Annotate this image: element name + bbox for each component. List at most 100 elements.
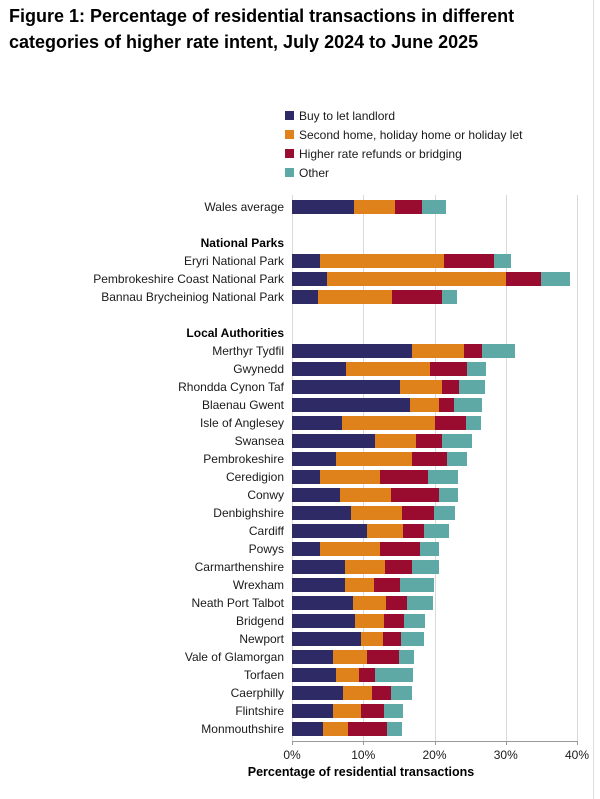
bar-segment-buy-to-let-landlord <box>292 470 320 484</box>
bar-cell <box>292 720 579 738</box>
tick-mark <box>505 741 507 745</box>
bar-segment-buy-to-let-landlord <box>292 254 320 268</box>
bar-segment-higher-rate-refunds-or-bridging <box>347 722 388 736</box>
bar-segment-buy-to-let-landlord <box>292 380 401 394</box>
bar-segment-buy-to-let-landlord <box>292 686 343 700</box>
chart-row-monmouthshire: Monmouthshire <box>0 720 600 738</box>
bar-segment-second-home-holiday-home-or-holiday-let <box>319 254 445 268</box>
category-label: Isle of Anglesey <box>199 416 284 430</box>
bar-segment-higher-rate-refunds-or-bridging <box>383 614 404 628</box>
bar-segment-second-home-holiday-home-or-holiday-let <box>366 524 404 538</box>
stacked-bar-conwy <box>292 488 458 502</box>
bar-segment-higher-rate-refunds-or-bridging <box>392 290 443 304</box>
chart-row-caerphilly: Caerphilly <box>0 684 600 702</box>
legend-swatch-icon <box>285 130 294 139</box>
bar-segment-second-home-holiday-home-or-holiday-let <box>361 632 384 646</box>
bar-segment-higher-rate-refunds-or-bridging <box>402 506 434 520</box>
bar-segment-buy-to-let-landlord <box>292 272 327 286</box>
bar-segment-buy-to-let-landlord <box>292 614 356 628</box>
stacked-bar-neath-port-talbot <box>292 596 434 610</box>
bar-cell <box>292 468 579 486</box>
chart-area: Wales average National Parks Eryri Nationa… <box>0 195 600 795</box>
chart-row-carmarthenshire: Carmarthenshire <box>0 558 600 576</box>
legend-item-other: Other <box>285 163 522 182</box>
bar-cell <box>292 288 579 306</box>
tick-mark <box>363 741 365 745</box>
bar-segment-second-home-holiday-home-or-holiday-let <box>326 272 506 286</box>
stacked-bar-eryri-national-park <box>292 254 512 268</box>
bar-segment-buy-to-let-landlord <box>292 704 333 718</box>
bar-segment-buy-to-let-landlord <box>292 434 376 448</box>
bar-segment-buy-to-let-landlord <box>292 416 342 430</box>
stacked-bar-isle-of-anglesey <box>292 416 481 430</box>
chart-row-conwy: Conwy <box>0 486 600 504</box>
bar-segment-second-home-holiday-home-or-holiday-let <box>341 416 435 430</box>
bar-segment-second-home-holiday-home-or-holiday-let <box>319 470 380 484</box>
bar-segment-higher-rate-refunds-or-bridging <box>379 542 421 556</box>
bar-segment-second-home-holiday-home-or-holiday-let <box>332 704 362 718</box>
bar-segment-higher-rate-refunds-or-bridging <box>395 200 422 214</box>
bar-segment-higher-rate-refunds-or-bridging <box>391 488 440 502</box>
legend-label: Second home, holiday home or holiday let <box>299 127 523 142</box>
bar-segment-buy-to-let-landlord <box>292 668 337 682</box>
bar-cell <box>292 504 579 522</box>
category-label: Ceredigion <box>225 470 284 484</box>
chart-row-flintshire: Flintshire <box>0 702 600 720</box>
bar-cell <box>292 630 579 648</box>
chart-row-merthyr-tydfil: Merthyr Tydfil <box>0 342 600 360</box>
stacked-bar-carmarthenshire <box>292 560 439 574</box>
bar-segment-other <box>400 632 424 646</box>
legend-swatch-icon <box>285 149 294 158</box>
bar-segment-second-home-holiday-home-or-holiday-let <box>332 650 367 664</box>
legend-item-buy-to-let-landlord: Buy to let landlord <box>285 106 522 125</box>
bar-segment-other <box>375 668 414 682</box>
bar-cell <box>292 576 579 594</box>
bar-segment-higher-rate-refunds-or-bridging <box>415 434 443 448</box>
section-row-national-parks: National Parks <box>0 234 600 252</box>
bar-segment-second-home-holiday-home-or-holiday-let <box>412 344 464 358</box>
chart-row-vale-of-glamorgan: Vale of Glamorgan <box>0 648 600 666</box>
bar-segment-higher-rate-refunds-or-bridging <box>361 704 384 718</box>
bar-segment-second-home-holiday-home-or-holiday-let <box>353 596 387 610</box>
bar-segment-higher-rate-refunds-or-bridging <box>373 578 401 592</box>
bar-segment-other <box>412 560 439 574</box>
bar-segment-buy-to-let-landlord <box>292 542 320 556</box>
bar-segment-second-home-holiday-home-or-holiday-let <box>344 560 385 574</box>
stacked-bar-merthyr-tydfil <box>292 344 515 358</box>
bar-segment-buy-to-let-landlord <box>292 362 347 376</box>
bar-cell <box>292 324 579 342</box>
bar-cell <box>292 216 579 234</box>
category-label: Powys <box>248 542 284 556</box>
bar-cell <box>292 396 579 414</box>
category-label: Blaenau Gwent <box>201 398 284 412</box>
bar-segment-higher-rate-refunds-or-bridging <box>358 668 376 682</box>
chart-row-neath-port-talbot: Neath Port Talbot <box>0 594 600 612</box>
category-label: Torfaen <box>243 668 284 682</box>
bar-segment-other <box>398 650 414 664</box>
category-label: Wrexham <box>232 578 284 592</box>
category-label: Cardiff <box>248 524 284 538</box>
bar-cell <box>292 270 579 288</box>
category-label: Bridgend <box>235 614 284 628</box>
chart-row-bannau-brycheiniog-national-park: Bannau Brycheiniog National Park <box>0 288 600 306</box>
chart-row-cardiff: Cardiff <box>0 522 600 540</box>
stacked-bar-vale-of-glamorgan <box>292 650 414 664</box>
bar-cell <box>292 648 579 666</box>
gridline-40% <box>577 195 578 741</box>
chart-row-powys: Powys <box>0 540 600 558</box>
stacked-bar-monmouthshire <box>292 722 403 736</box>
bar-segment-second-home-holiday-home-or-holiday-let <box>375 434 416 448</box>
chart-row-torfaen: Torfaen <box>0 666 600 684</box>
section-row-local-authorities: Local Authorities <box>0 324 600 342</box>
bar-cell <box>292 558 579 576</box>
legend-item-higher-rate-refunds-or-bridging: Higher rate refunds or bridging <box>285 144 522 163</box>
bar-segment-second-home-holiday-home-or-holiday-let <box>410 398 439 412</box>
bar-cell <box>292 684 579 702</box>
category-label: Conwy <box>247 488 284 502</box>
bar-segment-buy-to-let-landlord <box>292 722 323 736</box>
bar-segment-second-home-holiday-home-or-holiday-let <box>351 506 403 520</box>
bar-segment-buy-to-let-landlord <box>292 488 340 502</box>
stacked-bar-blaenau-gwent <box>292 398 482 412</box>
bar-segment-higher-rate-refunds-or-bridging <box>379 470 429 484</box>
